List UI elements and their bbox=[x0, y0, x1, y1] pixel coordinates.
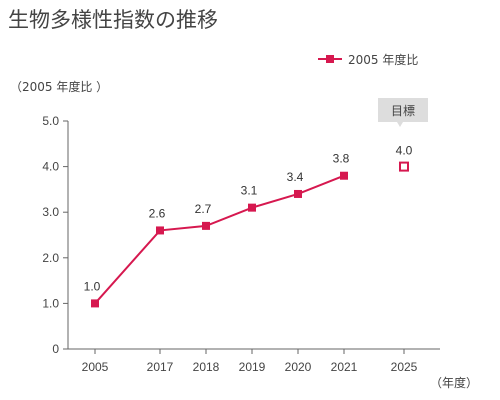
x-axis-label: （年度） bbox=[430, 375, 478, 390]
x-tick-label: 2005 bbox=[82, 360, 109, 374]
data-point bbox=[294, 189, 302, 198]
data-label: 2.6 bbox=[149, 206, 166, 220]
y-tick-label: 3.0 bbox=[42, 205, 59, 219]
y-tick-label: 1.0 bbox=[42, 296, 59, 310]
x-tick-label: 2018 bbox=[193, 360, 220, 374]
y-axis-label: （2005 年度比 ） bbox=[10, 79, 108, 94]
y-tick-label: 5.0 bbox=[42, 114, 59, 128]
x-tick-label: 2020 bbox=[285, 360, 312, 374]
target-group: 4.0 目標 bbox=[378, 98, 428, 172]
x-tick-label: 2017 bbox=[147, 360, 174, 374]
y-tick-label: 2.0 bbox=[42, 251, 59, 265]
legend-label: 2005 年度比 bbox=[348, 52, 418, 67]
axes bbox=[63, 120, 440, 354]
target-callout-box bbox=[378, 98, 428, 122]
legend-marker bbox=[326, 55, 334, 63]
y-tick-label: 4.0 bbox=[42, 160, 59, 174]
data-label: 3.1 bbox=[241, 184, 258, 198]
series-group bbox=[91, 171, 348, 308]
data-point bbox=[91, 299, 99, 308]
target-callout-text: 目標 bbox=[391, 104, 415, 118]
y-tick-label: 0 bbox=[52, 342, 59, 356]
target-marker bbox=[399, 161, 409, 172]
data-point bbox=[202, 221, 210, 230]
data-point bbox=[340, 171, 348, 180]
x-tick-label: 2025 bbox=[391, 360, 418, 374]
data-point bbox=[156, 226, 164, 235]
legend: 2005 年度比 bbox=[318, 52, 418, 67]
data-label: 3.8 bbox=[333, 152, 350, 166]
tick-labels: 0 1.0 2.0 3.0 4.0 5.0 2005 2017 2018 2019 2020 2021… bbox=[42, 114, 417, 374]
x-tick-label: 2021 bbox=[331, 360, 358, 374]
data-point bbox=[248, 203, 256, 212]
series-line bbox=[94, 174, 345, 305]
target-callout-pointer bbox=[397, 122, 403, 127]
chart-title: 生物多様性指数の推移 bbox=[8, 8, 218, 32]
data-labels: 1.0 2.6 2.7 3.1 3.4 3.8 bbox=[84, 152, 350, 294]
target-label: 4.0 bbox=[396, 144, 413, 158]
data-label: 1.0 bbox=[84, 279, 101, 293]
data-label: 3.4 bbox=[287, 170, 304, 184]
data-label: 2.7 bbox=[195, 202, 212, 216]
x-tick-label: 2019 bbox=[239, 360, 266, 374]
